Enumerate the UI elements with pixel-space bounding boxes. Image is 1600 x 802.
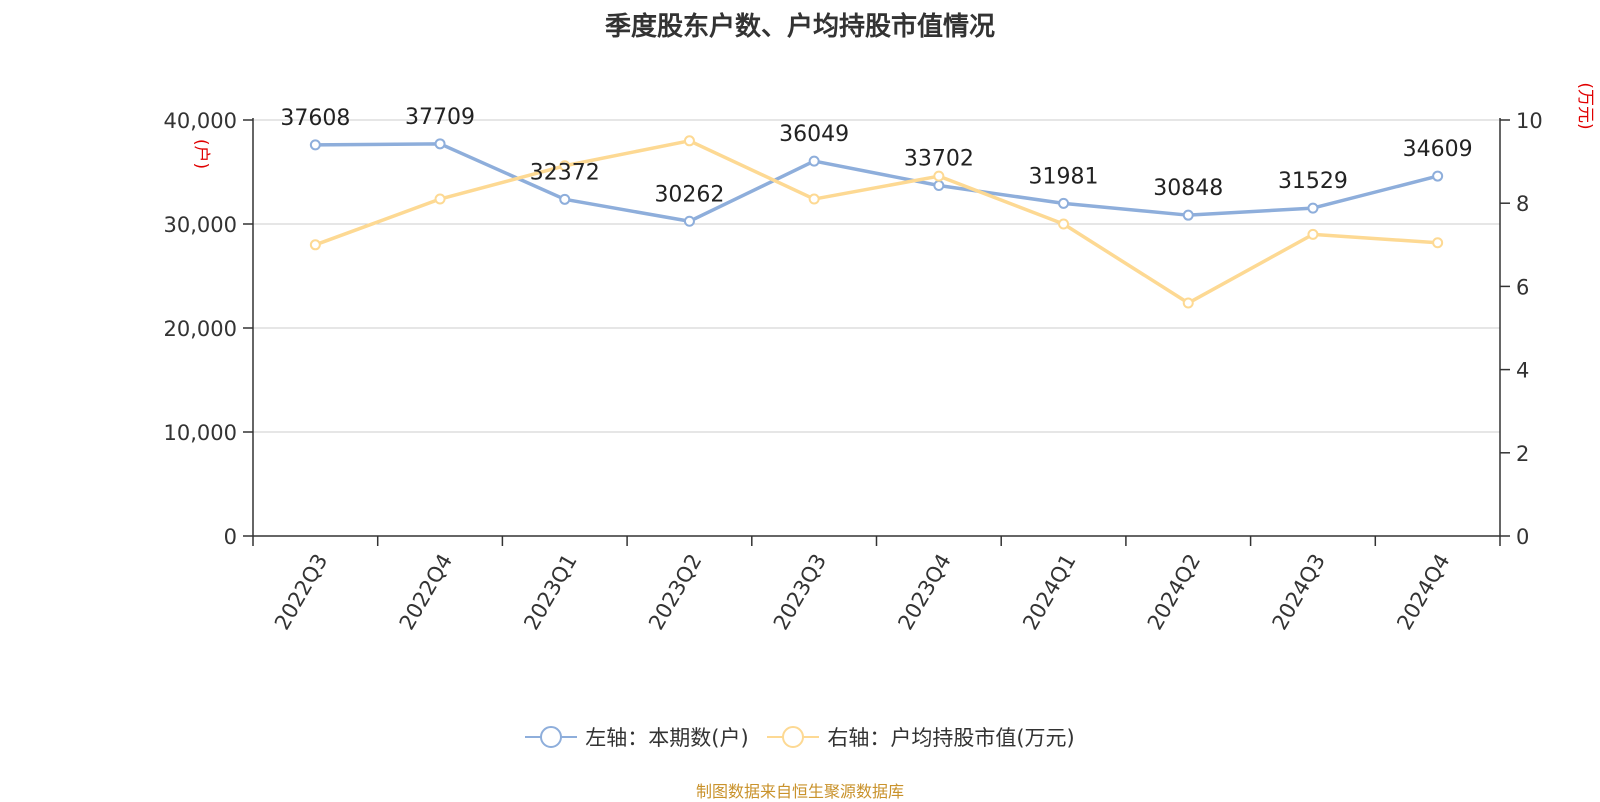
y-right-tick-label: 10 — [1516, 109, 1543, 133]
chart-title: 季度股东户数、户均持股市值情况 — [604, 12, 995, 42]
data-label: 30262 — [654, 182, 724, 207]
point-left — [933, 179, 945, 191]
x-tick-label: 2024Q1 — [1018, 550, 1080, 634]
y-left-tick-label: 30,000 — [164, 213, 237, 237]
axes: 0 10,000 20,000 30,000 40,000 0 2 4 6 8 10 (户) (万元) 2… — [164, 82, 1595, 634]
y-right-tick-label: 6 — [1516, 275, 1529, 299]
point-right — [434, 193, 446, 205]
grid-lines — [253, 119, 1500, 433]
legend-label-right: 右轴：户均持股市值(万元) — [827, 726, 1075, 750]
point-left — [1307, 202, 1319, 214]
point-right — [683, 135, 695, 147]
point-left — [1432, 170, 1444, 182]
data-label: 36049 — [779, 122, 849, 147]
point-left — [683, 215, 695, 227]
data-label: 33702 — [904, 146, 974, 171]
point-right — [808, 193, 820, 205]
point-left — [1182, 209, 1194, 221]
legend-line-circle-icon — [767, 726, 820, 748]
data-label: 32372 — [530, 160, 600, 185]
y-left-tick-label: 10,000 — [164, 421, 237, 445]
point-left — [309, 139, 321, 151]
x-tick-label: 2023Q2 — [644, 550, 706, 634]
x-tick-label: 2022Q4 — [395, 550, 457, 634]
legend: 左轴：本期数(户) 右轴：户均持股市值(万元) — [0, 722, 1600, 754]
x-tick-label: 2023Q4 — [893, 550, 955, 634]
y-left-tick-label: 40,000 — [164, 109, 237, 133]
point-right — [1432, 237, 1444, 249]
y-left-unit-label: (户) — [191, 139, 211, 169]
x-tick-label: 2024Q2 — [1143, 550, 1205, 634]
y-left-tick-label: 0 — [224, 525, 237, 549]
x-tick-label: 2023Q3 — [769, 550, 831, 634]
point-left — [559, 193, 571, 205]
point-left — [808, 155, 820, 167]
data-label: 37709 — [405, 105, 475, 130]
series-line-right — [314, 139, 1438, 305]
data-label: 31529 — [1278, 169, 1348, 194]
x-tick-label: 2024Q3 — [1268, 550, 1330, 634]
y-right-tick-label: 8 — [1516, 192, 1529, 216]
point-right — [1182, 297, 1194, 309]
data-label: 34609 — [1403, 137, 1473, 162]
legend-label-left: 左轴：本期数(户) — [585, 726, 749, 750]
point-right — [309, 239, 321, 251]
data-label: 30848 — [1153, 176, 1223, 201]
series-line-left — [315, 142, 1439, 224]
point-left — [1058, 197, 1070, 209]
x-tick-label: 2022Q3 — [270, 550, 332, 634]
y-right-tick-label: 4 — [1516, 359, 1529, 383]
y-right-unit-label: (万元) — [1575, 82, 1595, 129]
y-left-tick-label: 20,000 — [164, 317, 237, 341]
data-labels: 37608 37709 32372 30262 36049 33702 31981 30848… — [280, 105, 1472, 207]
x-tick-label: 2023Q1 — [519, 550, 581, 634]
y-right-tick-label: 2 — [1516, 442, 1529, 466]
point-right — [933, 170, 945, 182]
y-right-tick-label: 0 — [1516, 525, 1529, 549]
point-right — [1307, 228, 1319, 240]
series-layer — [309, 135, 1444, 309]
data-label: 37608 — [280, 106, 350, 131]
x-tick-label: 2024Q4 — [1392, 550, 1454, 634]
point-right — [1058, 218, 1070, 230]
legend-line-circle-icon — [525, 726, 578, 748]
point-left — [434, 138, 446, 150]
source-footer: 制图数据来自恒生聚源数据库 — [695, 782, 904, 801]
data-label: 31981 — [1029, 164, 1099, 189]
legend-item-right[interactable]: 右轴：户均持股市值(万元) — [767, 722, 1075, 752]
legend-item-left[interactable]: 左轴：本期数(户) — [525, 722, 749, 752]
point-right — [559, 160, 571, 172]
